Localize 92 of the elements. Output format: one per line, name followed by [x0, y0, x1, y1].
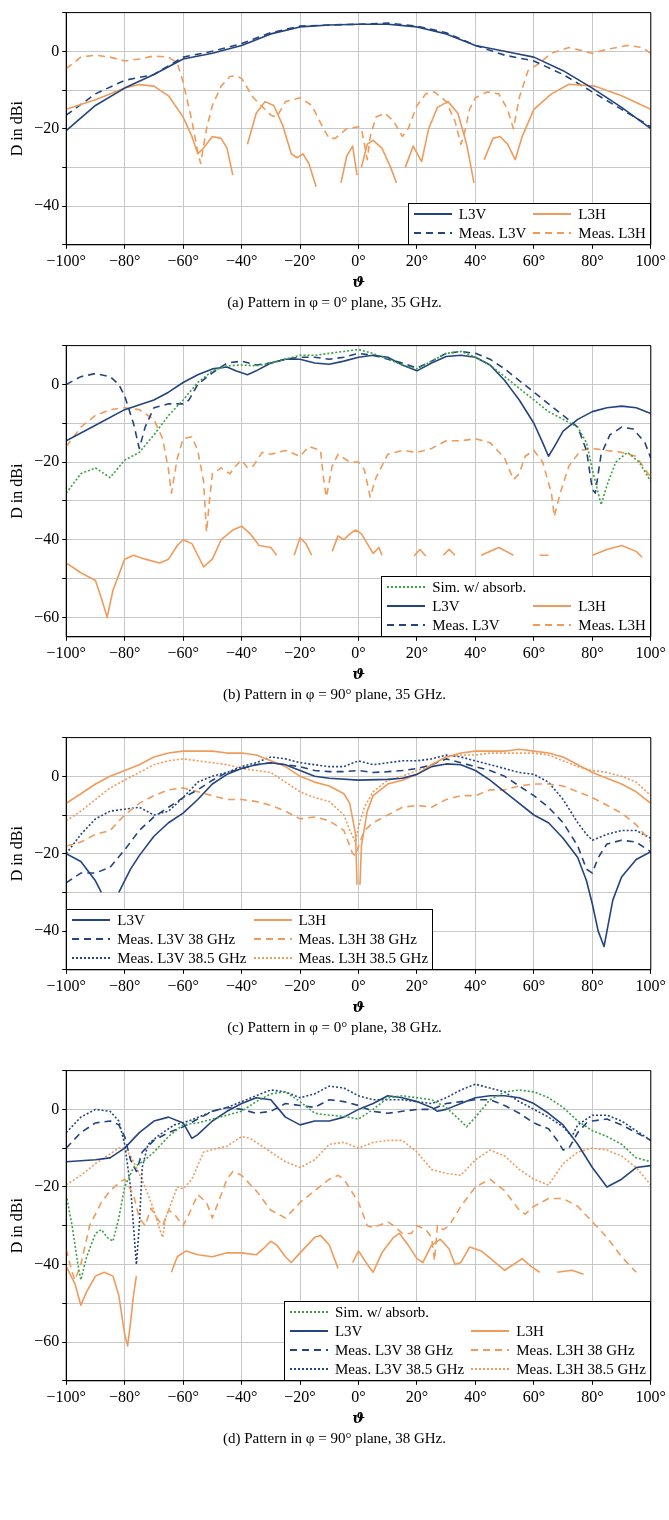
x-tick-label: −100°: [46, 251, 86, 269]
x-tick-label: −100°: [46, 1387, 86, 1405]
x-tick-label: −80°: [108, 643, 141, 661]
x-tick-label: −20°: [284, 251, 316, 269]
x-tick-label: −60°: [167, 251, 199, 269]
y-axis-title: D in dBi: [7, 100, 25, 157]
x-tick-label: 80°: [581, 1387, 604, 1405]
x-tick-label: 0°: [351, 643, 366, 661]
text: (b) Pattern in φ = 90° plane, 35 GHz.: [221, 686, 448, 703]
x-tick-label: 40°: [464, 251, 487, 269]
y-tick-label: −60: [34, 1332, 60, 1350]
x-tick-label: 0°: [351, 976, 366, 994]
x-tick-label: 40°: [464, 1387, 487, 1405]
x-tick-label: 100°: [635, 251, 666, 269]
legend-label: L3H: [578, 204, 606, 224]
x-tick-label: 80°: [581, 251, 604, 269]
legend-label: Meas. L3V: [458, 223, 527, 243]
y-axis-title: D in dBi: [7, 825, 25, 882]
x-tick-label: 60°: [522, 643, 546, 661]
x-tick-label: −40°: [225, 251, 258, 269]
legend-label: Sim. w/ absorb.: [432, 577, 527, 597]
legend-label: L3H: [578, 596, 606, 616]
legend-label: Meas. L3V: [432, 615, 500, 635]
x-tick-label: 20°: [405, 251, 429, 269]
x-tick-label: −80°: [108, 976, 141, 994]
x-axis-title: ϑ: [352, 664, 366, 683]
y-tick-label: −20: [34, 118, 60, 136]
text: (d) Pattern in φ = 90° plane, 38 GHz.: [221, 1430, 448, 1447]
legend-label: Meas. L3V 38.5 GHz: [117, 948, 247, 968]
x-tick-label: 100°: [635, 643, 666, 661]
y-tick-label: −40: [34, 921, 60, 939]
legend-label: Meas. L3V 38 GHz: [334, 1340, 453, 1360]
x-tick-label: 40°: [464, 643, 487, 661]
x-tick-label: 20°: [405, 1387, 429, 1405]
x-tick-label: 60°: [522, 251, 546, 269]
y-tick-label: 0: [51, 41, 60, 59]
y-tick-label: −40: [34, 529, 60, 547]
legend-label: Meas. L3H: [578, 223, 646, 243]
x-axis-title: ϑ: [352, 1408, 366, 1427]
y-tick-label: −40: [34, 196, 60, 214]
legend-label: Meas. L3V 38.5 GHz: [334, 1359, 465, 1379]
y-tick-label: −20: [34, 452, 60, 470]
y-tick-label: 0: [51, 766, 60, 784]
x-tick-label: −40°: [225, 643, 258, 661]
x-tick-label: 20°: [405, 976, 429, 994]
legend-label: L3V: [334, 1321, 363, 1341]
legend-label: Meas. L3V 38 GHz: [117, 929, 236, 949]
text: (a) Pattern in φ = 0° plane, 35 GHz.: [226, 294, 443, 311]
x-tick-label: 80°: [581, 976, 604, 994]
y-tick-label: 0: [51, 1099, 60, 1117]
legend-label: Meas. L3H 38.5 GHz: [516, 1359, 646, 1379]
legend-label: Sim. w/ absorb.: [334, 1302, 430, 1322]
legend-label: Meas. L3H 38 GHz: [516, 1340, 635, 1360]
x-tick-label: 100°: [635, 1387, 666, 1405]
text: (c) Pattern in φ = 0° plane, 38 GHz.: [226, 1019, 443, 1036]
x-tick-label: −20°: [284, 643, 316, 661]
x-tick-label: 40°: [464, 976, 487, 994]
x-axis-title: ϑ: [352, 272, 366, 291]
legend-label: Meas. L3H: [578, 615, 646, 635]
x-axis-title: ϑ: [352, 997, 366, 1016]
x-tick-label: −100°: [46, 976, 86, 994]
x-tick-label: 100°: [635, 976, 666, 994]
x-tick-label: −40°: [225, 976, 258, 994]
legend-label: Meas. L3H 38 GHz: [298, 929, 417, 949]
legend-label: L3V: [458, 204, 487, 224]
x-tick-label: −20°: [284, 976, 316, 994]
x-tick-label: 60°: [522, 976, 546, 994]
x-tick-label: −60°: [167, 643, 199, 661]
y-tick-label: 0: [51, 374, 60, 392]
legend-label: Meas. L3H 38.5 GHz: [298, 948, 429, 968]
legend-label: L3H: [298, 910, 327, 930]
x-tick-label: −60°: [167, 1387, 199, 1405]
x-tick-label: 0°: [351, 1387, 366, 1405]
x-tick-label: −100°: [46, 643, 86, 661]
x-tick-label: 0°: [351, 251, 366, 269]
y-tick-label: −20: [34, 843, 60, 861]
x-tick-label: −80°: [108, 251, 141, 269]
x-tick-label: 80°: [581, 643, 604, 661]
legend-label: L3V: [432, 596, 460, 616]
x-tick-label: 20°: [405, 643, 429, 661]
x-tick-label: −20°: [284, 1387, 316, 1405]
y-tick-label: −20: [34, 1177, 60, 1195]
y-tick-label: −40: [34, 1254, 60, 1272]
x-tick-label: −80°: [108, 1387, 141, 1405]
x-tick-label: 60°: [522, 1387, 546, 1405]
y-axis-title: D in dBi: [7, 463, 25, 519]
y-axis-title: D in dBi: [7, 1197, 25, 1254]
x-tick-label: −60°: [167, 976, 199, 994]
x-tick-label: −40°: [225, 1387, 258, 1405]
y-tick-label: −60: [34, 607, 60, 625]
legend-label: L3H: [516, 1321, 544, 1341]
legend-label: L3V: [117, 910, 145, 930]
